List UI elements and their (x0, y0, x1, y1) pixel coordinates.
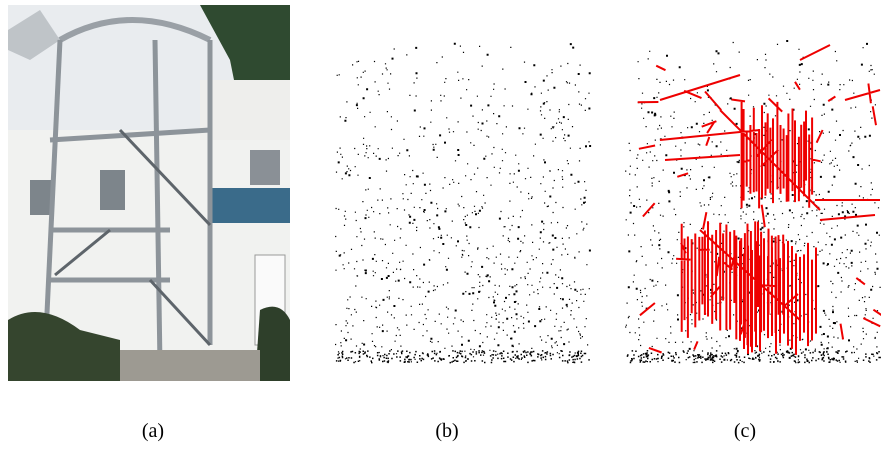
photo-panel (8, 5, 290, 381)
photo-shrub (255, 307, 290, 381)
photo-window (30, 180, 52, 215)
detected-lines (638, 45, 881, 355)
photo-upper-wall (200, 80, 290, 140)
page: (a) (b) (c) (() => { const data = JSON.p… (0, 0, 881, 451)
figure: (a) (b) (c) (0, 0, 881, 451)
caption: (a) (142, 420, 164, 442)
photo-ground (120, 350, 260, 381)
caption: (b) (435, 420, 458, 442)
photo-window (100, 170, 125, 210)
caption: (c) (734, 420, 756, 442)
photo-window (250, 150, 280, 185)
photo-balcony (210, 188, 290, 223)
edge-points (335, 43, 591, 364)
